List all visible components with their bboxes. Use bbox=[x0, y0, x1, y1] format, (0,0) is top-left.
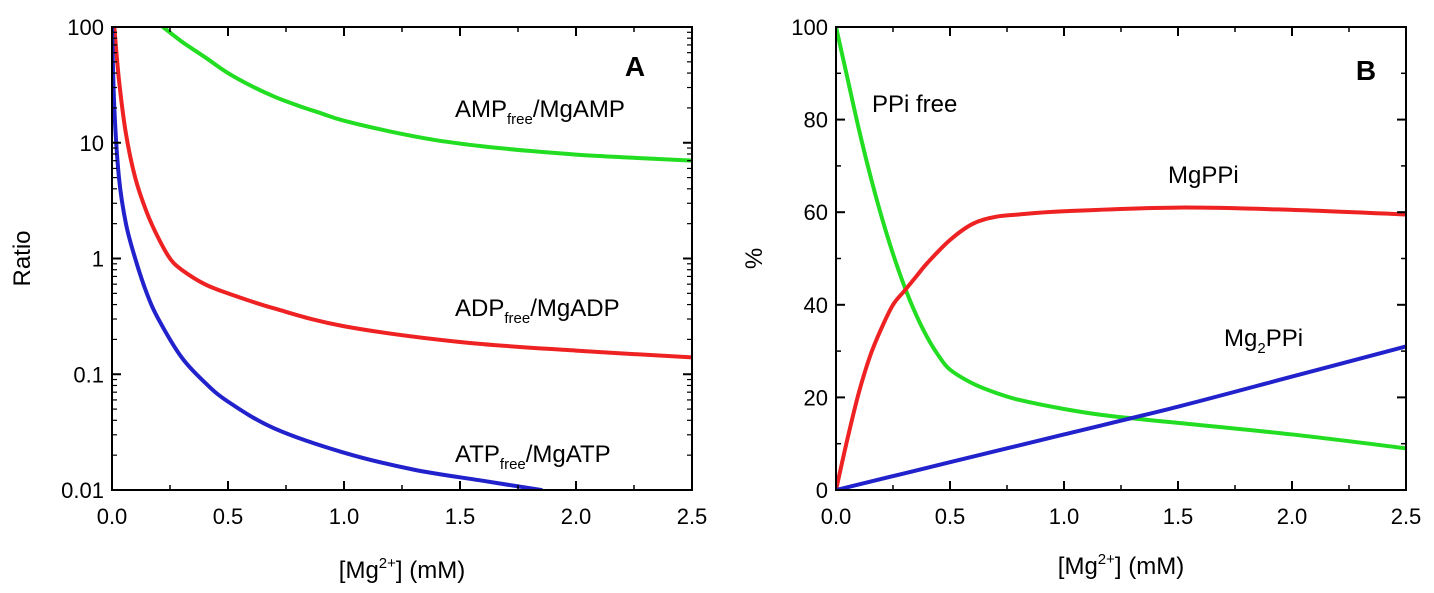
y-tick-label: 100 bbox=[67, 15, 104, 40]
x-axis-title-sup: 2+ bbox=[1098, 551, 1115, 568]
series-line-adp-free-mgadp bbox=[112, 27, 692, 360]
x-tick-label: 0.5 bbox=[935, 504, 966, 529]
series-label-rest: /MgATP bbox=[526, 441, 611, 468]
panel-letter: A bbox=[625, 51, 645, 82]
y-tick-label: 60 bbox=[804, 200, 828, 225]
y-tick-label: 1 bbox=[92, 247, 104, 272]
series-label-adp-free-mgadp: ADPfree/MgADP bbox=[455, 295, 620, 327]
series-label-sub: 2 bbox=[1257, 340, 1265, 357]
series-label-main: AMP bbox=[455, 96, 507, 123]
y-tick-label: 0.1 bbox=[73, 362, 104, 387]
y-axis-title: % bbox=[741, 248, 768, 269]
series-label-rest: /MgAMP bbox=[533, 96, 625, 123]
series-label-rest: /MgADP bbox=[530, 295, 619, 322]
x-tick-label: 1.5 bbox=[1163, 504, 1194, 529]
y-tick-label: 40 bbox=[804, 293, 828, 318]
x-axis-title-pre: [Mg bbox=[1058, 553, 1098, 580]
x-axis-title-pre: [Mg bbox=[339, 557, 379, 584]
series-label-mg2ppi: Mg2PPi bbox=[1224, 325, 1303, 357]
panel-b: 0.0 0.5 1.0 1.5 2.0 2.5 0 20 40 60 80 100% [Mg2+] (m… bbox=[741, 15, 1421, 580]
x-tick-label: 0.0 bbox=[97, 504, 128, 529]
series-label-mgppi: MgPPi bbox=[1168, 162, 1239, 189]
series-line-atp-free-mgatp bbox=[112, 27, 544, 490]
y-tick-label: 100 bbox=[791, 15, 828, 40]
y-tick-label: 0 bbox=[816, 478, 828, 503]
x-tick-label: 2.0 bbox=[1277, 504, 1308, 529]
series-line-ppi-free bbox=[836, 27, 1406, 451]
series-label-main: Mg bbox=[1224, 325, 1257, 352]
series-label-main: PPi free bbox=[872, 91, 957, 118]
y-tick-label: 0.01 bbox=[61, 478, 104, 503]
x-tick-label: 1.5 bbox=[445, 504, 476, 529]
y-tick-label: 10 bbox=[80, 131, 104, 156]
x-axis-title: [Mg2+] (mM) bbox=[339, 555, 465, 584]
series-label-amp-free-mgamp: AMPfree/MgAMP bbox=[455, 96, 625, 128]
y-tick-label: 20 bbox=[804, 385, 828, 410]
x-axis-title-sup: 2+ bbox=[379, 555, 396, 572]
series-line-mgppi bbox=[836, 205, 1406, 490]
series-label-rest: PPi bbox=[1266, 325, 1303, 352]
series-label-ppi-free: PPi free bbox=[872, 91, 957, 118]
series-line-amp-free-mgamp bbox=[161, 27, 692, 163]
x-tick-label: 2.5 bbox=[677, 504, 708, 529]
panel-a: 0.0 0.5 1.0 1.5 2.0 2.5 0.01 0.1 1 10 100 Ratio [Mg2… bbox=[9, 15, 707, 584]
panel-letter: B bbox=[1356, 55, 1376, 86]
series-label-main: ATP bbox=[455, 441, 500, 468]
series-line-mg2ppi bbox=[836, 344, 1406, 490]
series-label-sub: free bbox=[504, 310, 530, 327]
x-tick-label: 1.0 bbox=[329, 504, 360, 529]
x-axis-title: [Mg2+] (mM) bbox=[1058, 551, 1184, 580]
x-tick-label: 0.5 bbox=[213, 504, 244, 529]
series-label-main: MgPPi bbox=[1168, 162, 1239, 189]
y-axis-title: Ratio bbox=[9, 230, 36, 286]
x-tick-label: 1.0 bbox=[1049, 504, 1080, 529]
x-axis-title-post: ] (mM) bbox=[396, 557, 465, 584]
series-label-main: ADP bbox=[455, 295, 504, 322]
x-tick-label: 2.5 bbox=[1391, 504, 1422, 529]
x-tick-label: 0.0 bbox=[821, 504, 852, 529]
y-tick-label: 80 bbox=[804, 108, 828, 133]
series-label-sub: free bbox=[500, 456, 526, 473]
x-axis-title-post: ] (mM) bbox=[1115, 553, 1184, 580]
series-label-sub: free bbox=[507, 111, 533, 128]
series-label-atp-free-mgatp: ATPfree/MgATP bbox=[455, 441, 611, 473]
x-tick-label: 2.0 bbox=[561, 504, 592, 529]
